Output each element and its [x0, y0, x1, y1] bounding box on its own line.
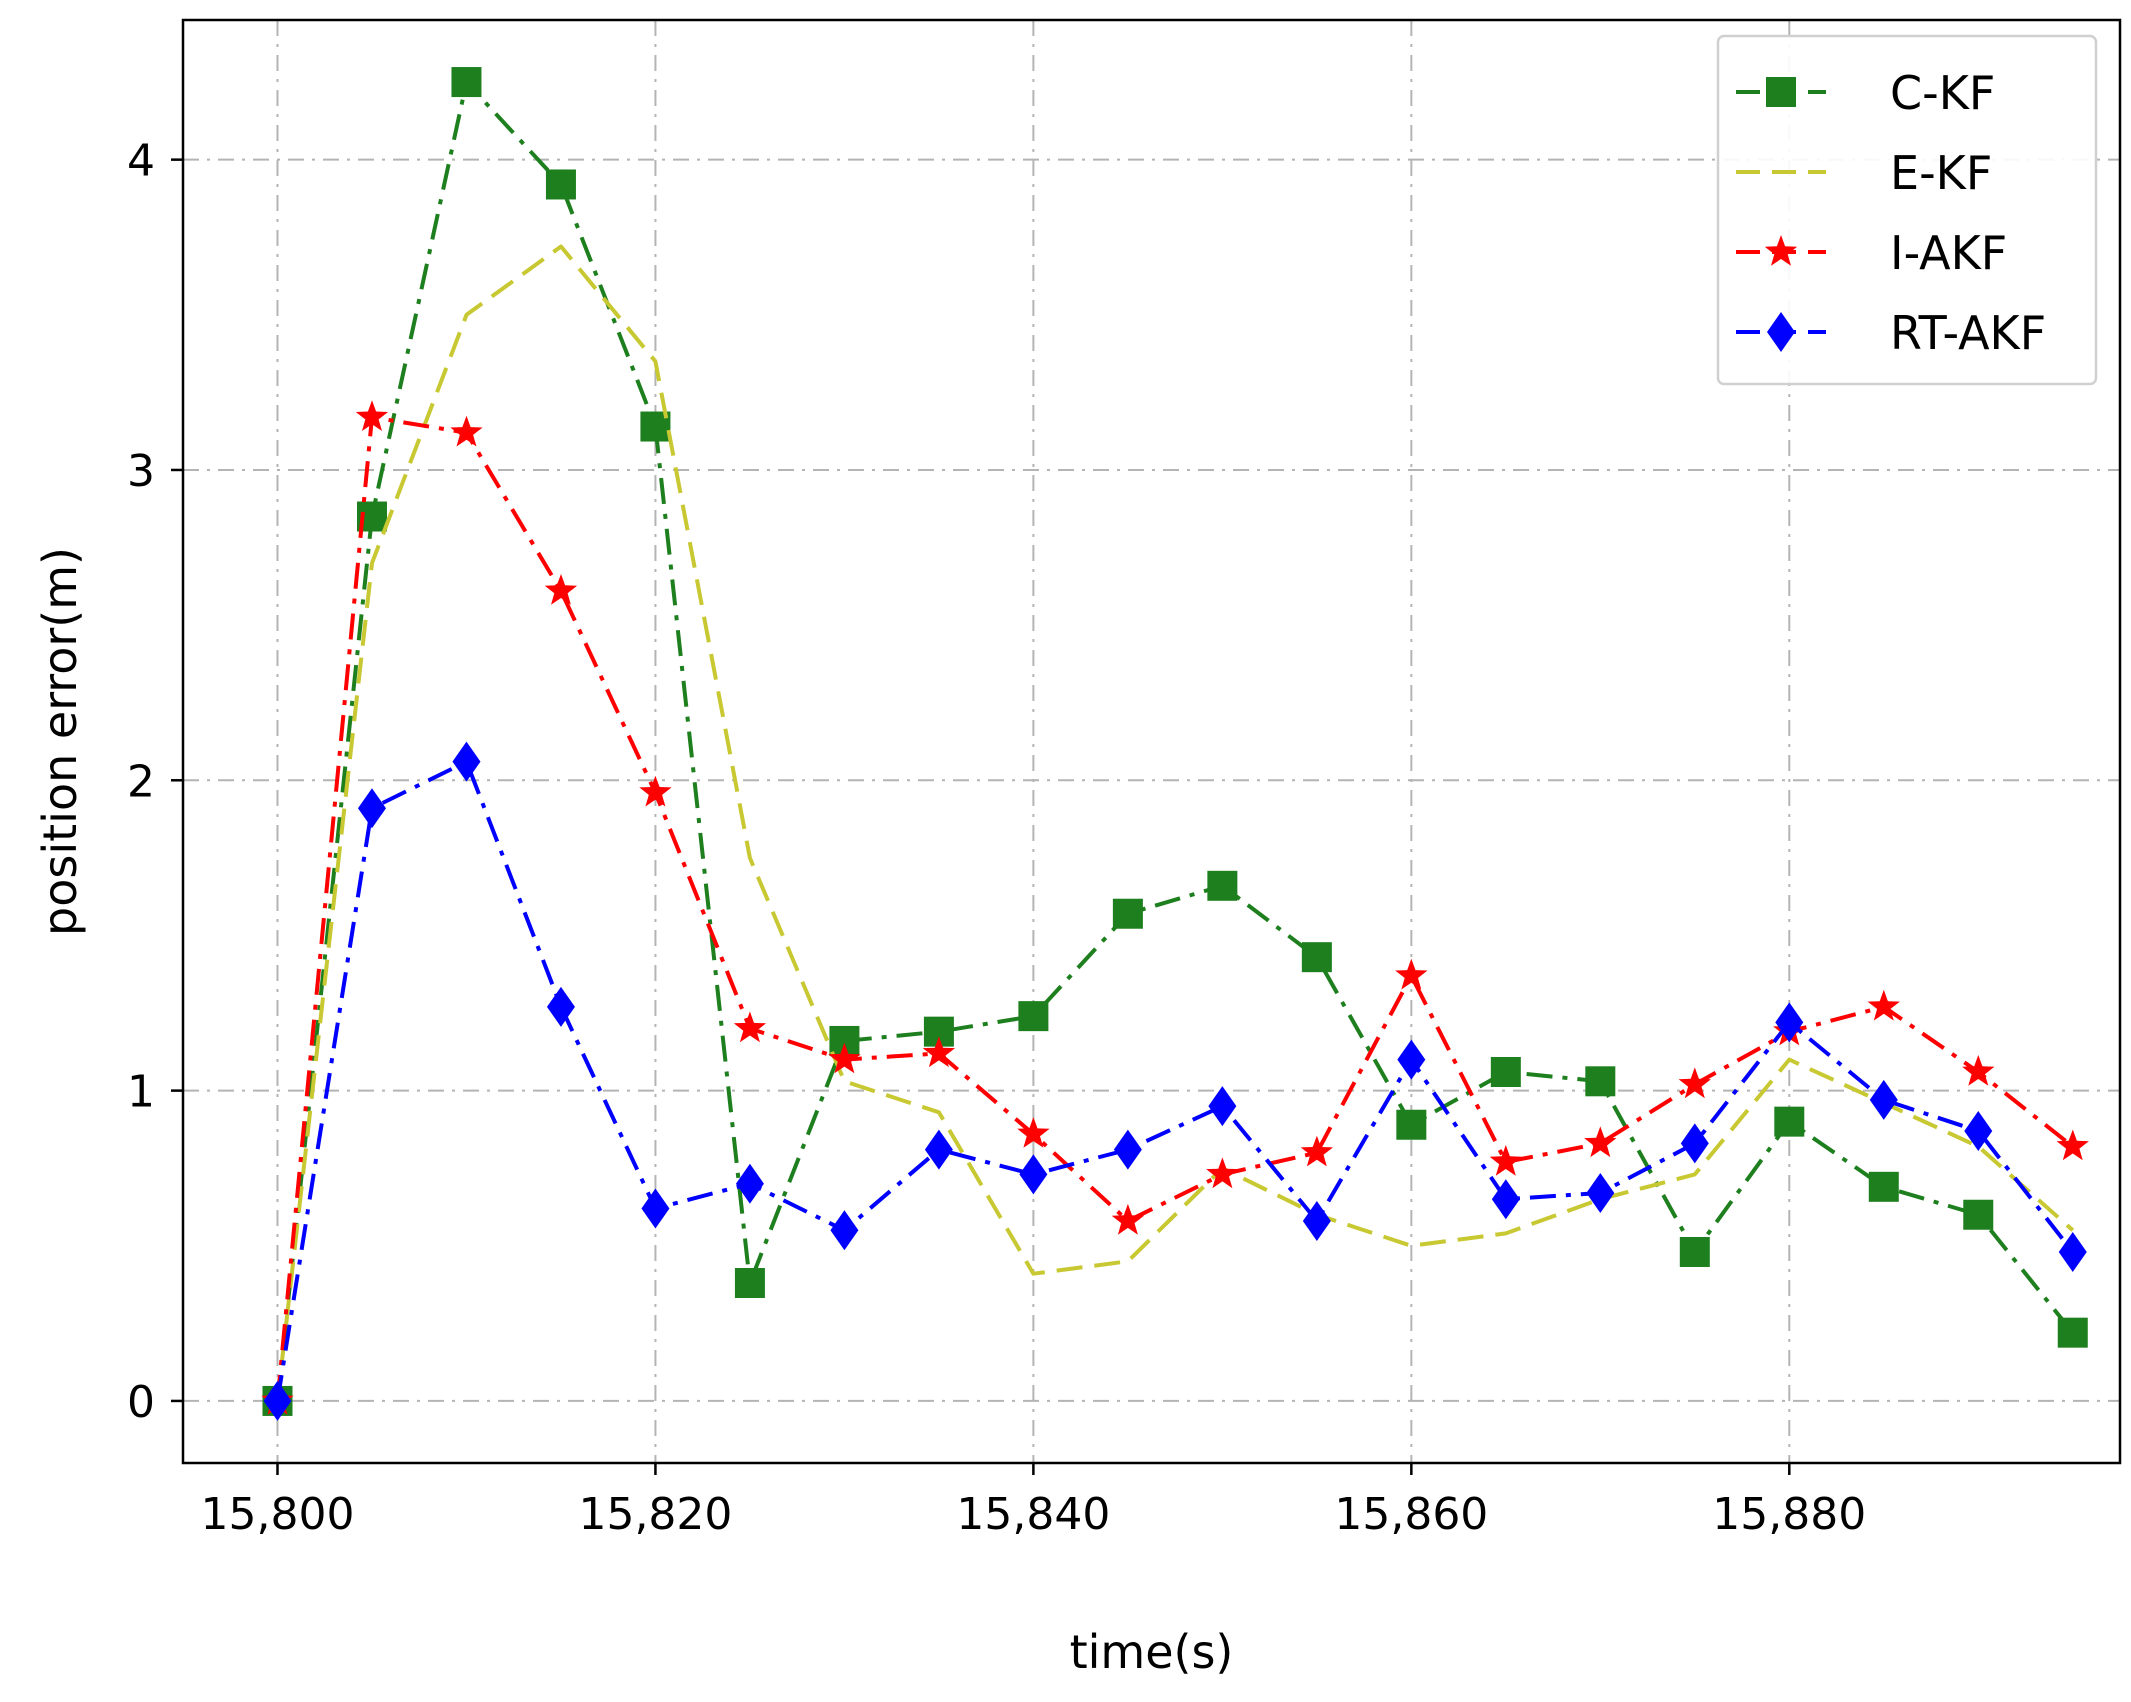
data-point — [1112, 898, 1143, 929]
data-point — [1869, 1079, 1898, 1120]
data-point — [735, 1163, 764, 1204]
data-point — [357, 788, 386, 829]
series-i-akf — [261, 400, 2089, 1415]
data-point — [1963, 1199, 1994, 1230]
legend-label: C-KF — [1890, 66, 1995, 120]
data-point — [450, 415, 483, 447]
y-tick-label: 3 — [127, 446, 155, 497]
data-point — [1962, 1055, 1995, 1086]
data-point — [1867, 989, 1900, 1021]
legend-label: E-KF — [1890, 146, 1992, 200]
series-group — [261, 67, 2089, 1421]
data-point — [1678, 1067, 1711, 1099]
series-c-kf — [262, 67, 2088, 1416]
y-tick-label: 0 — [127, 1377, 155, 1428]
data-point — [2057, 1317, 2088, 1348]
data-point — [1113, 1129, 1142, 1170]
data-point — [924, 1129, 953, 1170]
data-point — [1584, 1126, 1617, 1158]
data-point — [263, 1380, 292, 1421]
legend-marker — [1767, 312, 1795, 352]
y-tick-label: 2 — [127, 756, 155, 807]
series-line — [275, 415, 2075, 1402]
data-point — [1774, 1106, 1805, 1137]
plot-area-frame — [181, 18, 2122, 1465]
data-point — [1395, 958, 1428, 990]
data-point — [830, 1210, 859, 1251]
x-axis-title: time(s) — [1070, 1625, 1234, 1679]
data-point — [639, 775, 672, 807]
data-point — [1868, 1171, 1899, 1202]
data-point — [1207, 870, 1238, 901]
data-point — [1397, 1039, 1426, 1080]
data-point — [1018, 1001, 1049, 1032]
data-point — [1585, 1066, 1616, 1097]
data-point — [1208, 1086, 1237, 1127]
data-point — [1300, 1135, 1333, 1167]
data-point — [1964, 1110, 1993, 1151]
data-point — [1490, 1056, 1521, 1087]
y-tick-label: 1 — [127, 1067, 155, 1118]
data-point — [1679, 1236, 1710, 1267]
series-line — [275, 244, 2075, 1402]
data-point — [452, 741, 481, 782]
x-tick-label: 15,820 — [578, 1489, 732, 1540]
data-point — [451, 67, 482, 98]
data-point — [2056, 1129, 2089, 1161]
data-point — [828, 1042, 861, 1074]
series-line — [275, 80, 2075, 1402]
data-point — [1111, 1203, 1144, 1235]
data-point — [733, 1011, 767, 1043]
data-point — [1206, 1157, 1239, 1189]
data-point — [1302, 1200, 1331, 1241]
x-tick-label: 15,840 — [956, 1489, 1110, 1540]
legend: C-KF E-KF I-AKF RT-AKF — [1716, 34, 2098, 386]
data-point — [355, 400, 389, 431]
legend-label: RT-AKF — [1890, 306, 2046, 360]
y-tick-label: 4 — [127, 136, 155, 187]
data-point — [1775, 1002, 1804, 1043]
data-point — [1680, 1123, 1709, 1164]
x-tick-label: 15,800 — [201, 1489, 355, 1540]
data-point — [734, 1268, 765, 1299]
legend-marker — [1764, 235, 1798, 266]
data-point — [2058, 1231, 2087, 1272]
data-point — [641, 1188, 670, 1229]
data-point — [1301, 942, 1332, 973]
data-point — [1017, 1117, 1050, 1148]
data-point — [1586, 1173, 1615, 1214]
data-point — [1019, 1154, 1048, 1195]
legend-marker — [1766, 77, 1796, 107]
data-point — [546, 986, 575, 1027]
series-rt-akf — [263, 741, 2087, 1421]
data-point — [544, 574, 578, 605]
legend-label: I-AKF — [1890, 226, 2007, 280]
series-e-kf — [275, 244, 2075, 1402]
data-point — [1489, 1145, 1522, 1176]
y-axis-title: position error(m) — [33, 547, 87, 936]
data-point — [1396, 1109, 1427, 1140]
x-tick-label: 15,880 — [1712, 1489, 1866, 1540]
data-point — [545, 169, 576, 200]
legend-box — [1716, 34, 2098, 386]
x-tick-label: 15,860 — [1334, 1489, 1488, 1540]
series-line — [275, 759, 2075, 1402]
data-point — [922, 1036, 956, 1068]
axis-ticks: 15,800 15,820 15,840 15,860 15,880 0 1 2 3 4 — [127, 136, 1866, 1540]
data-point — [1491, 1179, 1520, 1220]
